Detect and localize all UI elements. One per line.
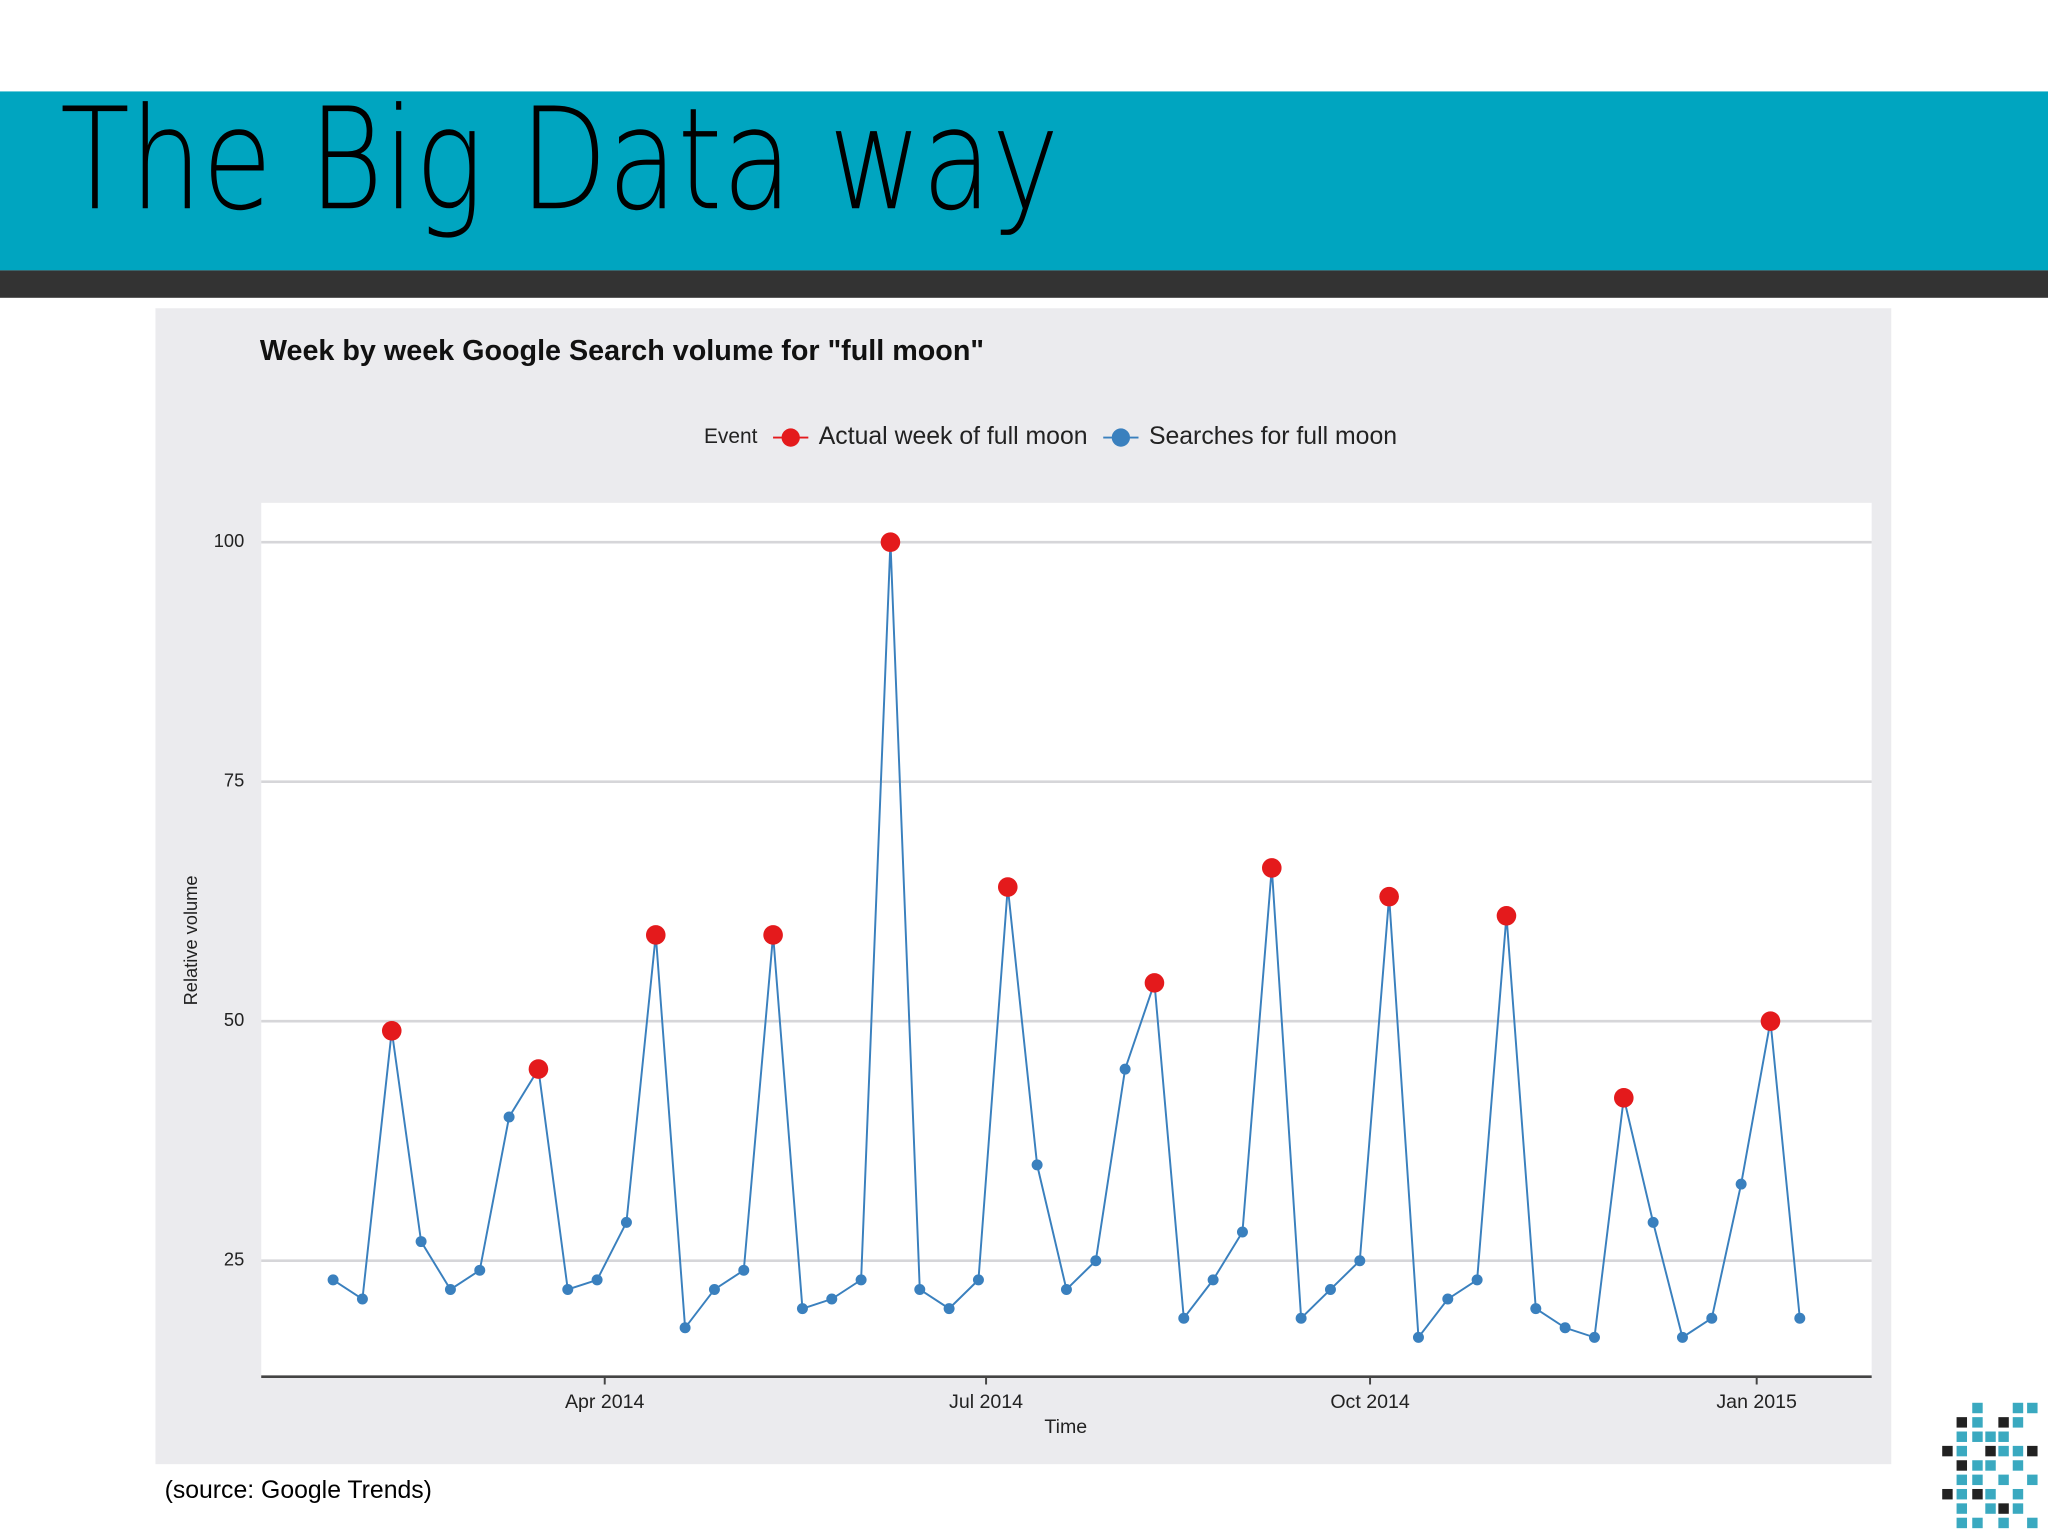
data-point — [356, 1293, 368, 1305]
data-point — [1442, 1293, 1454, 1305]
data-point — [855, 1274, 867, 1286]
data-point — [826, 1293, 838, 1305]
header-rule — [0, 270, 2048, 298]
data-point — [1588, 1331, 1600, 1343]
plot-area — [261, 502, 1872, 1377]
data-point — [1324, 1283, 1336, 1295]
event-point — [1379, 886, 1399, 907]
event-point — [763, 925, 783, 945]
data-point — [1090, 1255, 1102, 1267]
data-point — [1031, 1159, 1043, 1171]
data-point — [1207, 1274, 1219, 1286]
legend-label: Actual week of full moon — [819, 423, 1088, 450]
slide-title: The Big Data way — [60, 78, 1059, 242]
data-point — [327, 1274, 339, 1286]
data-point — [444, 1283, 456, 1295]
chart-title: Week by week Google Search volume for "f… — [260, 335, 984, 367]
event-point — [645, 925, 666, 945]
legend-marker — [1111, 428, 1131, 447]
data-point — [708, 1283, 720, 1295]
data-point — [1471, 1274, 1483, 1286]
x-axis-label: Time — [1044, 1416, 1087, 1438]
y-tick-label: 100 — [214, 530, 244, 551]
legend-label: Searches for full moon — [1149, 423, 1397, 450]
event-point — [1496, 906, 1517, 926]
data-point — [1236, 1226, 1248, 1238]
x-tick-label: Jan 2015 — [1716, 1391, 1797, 1413]
event-point — [1614, 1088, 1634, 1108]
data-point — [1178, 1312, 1190, 1324]
event-point — [381, 1020, 402, 1041]
x-tick-label: Jul 2014 — [949, 1391, 1023, 1413]
data-point — [1412, 1331, 1424, 1343]
data-point — [738, 1264, 750, 1276]
y-axis-label: Relative volume — [180, 875, 201, 1005]
header-band — [0, 91, 2048, 271]
data-point — [1354, 1255, 1366, 1267]
data-point — [943, 1303, 955, 1315]
data-point — [1295, 1312, 1307, 1324]
data-point — [591, 1274, 603, 1286]
y-tick-label: 25 — [224, 1249, 244, 1270]
event-point — [1144, 973, 1165, 993]
event-point — [880, 532, 901, 552]
data-point — [1676, 1331, 1688, 1343]
event-point — [1261, 858, 1282, 878]
data-point — [679, 1322, 691, 1334]
logo — [1942, 1402, 2038, 1529]
data-point — [1060, 1283, 1072, 1295]
event-point — [528, 1059, 549, 1079]
legend-marker — [781, 428, 800, 447]
data-point — [562, 1283, 574, 1295]
data-point — [972, 1274, 984, 1286]
y-tick-label: 75 — [224, 769, 244, 790]
data-point — [1794, 1312, 1806, 1324]
data-point — [1735, 1178, 1747, 1190]
data-point — [1530, 1303, 1542, 1315]
data-point — [914, 1283, 926, 1295]
x-tick-label: Oct 2014 — [1330, 1391, 1410, 1413]
data-point — [620, 1216, 632, 1228]
data-point — [1559, 1322, 1571, 1334]
y-tick-label: 50 — [224, 1009, 244, 1030]
event-point — [1760, 1011, 1781, 1031]
data-point — [1119, 1063, 1131, 1075]
data-point — [474, 1264, 486, 1276]
x-tick-label: Apr 2014 — [565, 1391, 645, 1413]
source-note: (source: Google Trends) — [165, 1477, 432, 1504]
data-point — [415, 1236, 427, 1248]
data-point — [1647, 1216, 1659, 1228]
legend-title: Event — [704, 425, 758, 448]
data-point — [503, 1111, 515, 1123]
event-point — [997, 877, 1018, 897]
data-point — [796, 1303, 808, 1315]
data-point — [1706, 1312, 1718, 1324]
